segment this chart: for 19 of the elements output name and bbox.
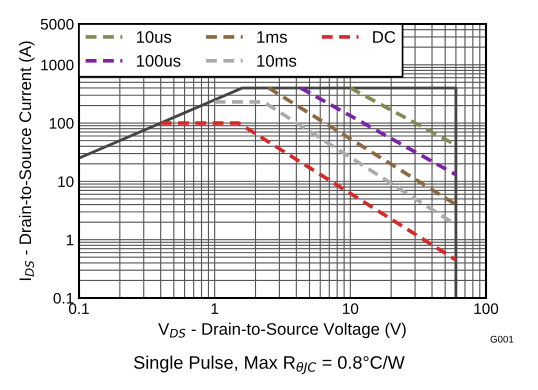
x-tick-label: 0.1 <box>68 303 89 314</box>
text: Single Pulse, Max R$_{θJC}$ = 0.8°C/W <box>134 356 405 374</box>
legend-label: 100us <box>136 54 180 67</box>
text: G001 <box>490 336 514 343</box>
y-axis-title: I$_{DS}$ - Drain-to-Source Current (A) <box>18 41 34 280</box>
x-tick-label: 10 <box>343 303 358 314</box>
legend-label: DC <box>373 31 396 43</box>
y-tick-label: 0.1 <box>54 292 74 304</box>
y-tick-label: 100 <box>50 118 74 129</box>
x-tick-label: 1 <box>212 303 218 314</box>
y-tick-label: 10 <box>58 176 74 188</box>
y-tick-label: 1 <box>66 234 74 246</box>
y-tick-label: 1000 <box>41 60 74 70</box>
x-axis-title: V$_{DS}$ - Drain-to-Source Voltage (V) <box>158 322 406 338</box>
legend-label: 10us <box>136 31 172 43</box>
legend-label: 1ms <box>257 31 287 43</box>
legend-label: 10ms <box>257 54 296 67</box>
x-tick-label: 100 <box>474 303 498 314</box>
y-tick-label: 5000 <box>40 18 74 30</box>
